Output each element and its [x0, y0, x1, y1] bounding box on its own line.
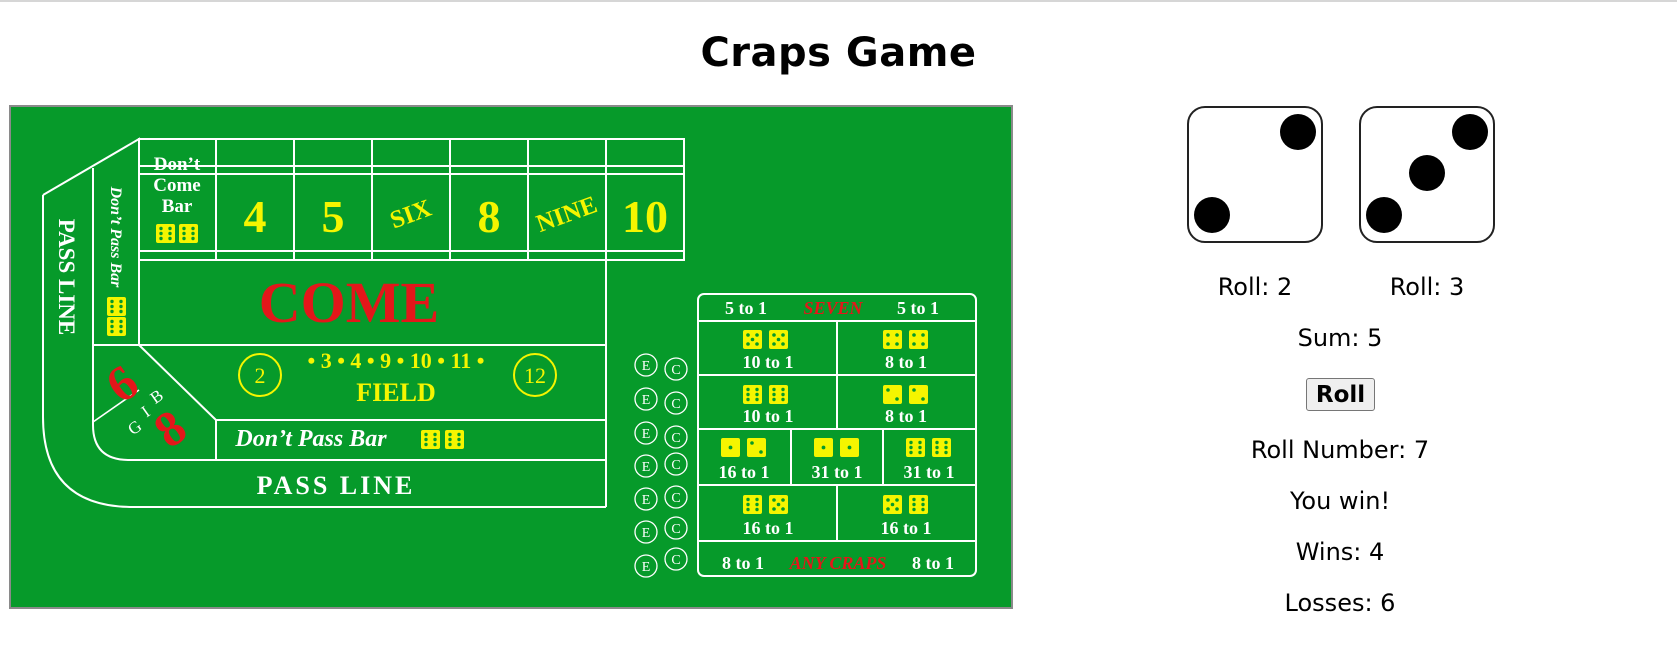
field-numbers: • 3 • 4 • 9 • 10 • 11 • — [308, 348, 485, 373]
prop-dice-icon — [906, 438, 925, 457]
any-craps[interactable]: ANY CRAPS — [789, 553, 887, 573]
c-bet: C — [671, 397, 680, 412]
die-pip-icon — [1452, 114, 1488, 150]
table-lines — [42, 137, 977, 577]
top-divider — [0, 0, 1677, 2]
page-title: Craps Game — [700, 30, 977, 76]
die-left — [1187, 106, 1323, 243]
craps-odds-right: 8 to 1 — [912, 553, 954, 573]
craps-layout: PASS LINE Don’t Pass Bar Don’t Come Bar … — [11, 107, 1011, 607]
hard-dice-icon — [909, 330, 928, 349]
die-right-roll: Roll: 3 — [1389, 273, 1465, 301]
e-bet: E — [642, 560, 651, 575]
field-12[interactable]: 12 — [524, 363, 546, 388]
prop-dice-icon — [769, 495, 788, 514]
field-circle-12 — [513, 353, 557, 397]
e-bet: E — [642, 359, 651, 374]
pass-line[interactable]: PASS LINE — [257, 471, 416, 500]
eleven-odds-right: 16 to 1 — [881, 518, 932, 538]
die-pip-icon — [1409, 155, 1445, 191]
sum-label: Sum: 5 — [1297, 324, 1383, 352]
result-message: You win! — [1289, 487, 1391, 515]
wins-count: Wins: 4 — [1295, 538, 1385, 566]
place-8[interactable]: 8 — [478, 191, 501, 242]
prop-dice-icon — [721, 438, 740, 457]
field-label[interactable]: FIELD — [356, 378, 435, 407]
craps-odds-left: 8 to 1 — [722, 553, 764, 573]
prop-dice-icon — [840, 438, 859, 457]
hard-dice-icon — [743, 385, 762, 404]
c-bet: C — [671, 363, 680, 378]
field-2[interactable]: 2 — [255, 363, 266, 388]
roll-number: Roll Number: 7 — [1250, 436, 1430, 464]
prop-dice-icon — [743, 495, 762, 514]
e-bet: E — [642, 393, 651, 408]
die-pip-icon — [1280, 114, 1316, 150]
field-circle-2 — [238, 353, 282, 397]
seven-odds-left: 5 to 1 — [725, 298, 767, 318]
eleven-odds-left: 16 to 1 — [743, 518, 794, 538]
die-pip-icon — [1194, 197, 1230, 233]
e-bet: E — [642, 460, 651, 475]
c-bet: C — [671, 491, 680, 506]
die-pip-icon — [1366, 197, 1402, 233]
roll-button[interactable]: Roll — [1306, 378, 1375, 411]
side-pass-line: PASS LINE — [54, 219, 79, 336]
side-dont-pass-bar: Don’t Pass Bar — [107, 186, 124, 289]
losses-count: Losses: 6 — [1284, 589, 1396, 617]
ce-letters[interactable]: E C E C E C E C E C E C E C — [642, 359, 681, 575]
hard-dice-icon — [769, 385, 788, 404]
any-seven[interactable]: SEVEN — [803, 298, 863, 318]
place-10[interactable]: 10 — [622, 191, 668, 242]
dont-come-line-1: Don’t — [154, 154, 201, 175]
c-bet: C — [671, 522, 680, 537]
place-4[interactable]: 4 — [244, 191, 267, 242]
dont-come-line-2: Come — [153, 175, 200, 196]
e-bet: E — [642, 427, 651, 442]
dont-come-line-3: Bar — [162, 196, 193, 217]
hard-dice-icon — [883, 385, 902, 404]
e-bet: E — [642, 493, 651, 508]
prop-dice-icon — [909, 495, 928, 514]
hard-dice-icon — [769, 330, 788, 349]
seven-odds-right: 5 to 1 — [897, 298, 939, 318]
prop-dice-icon — [932, 438, 951, 457]
prop-dice-icon — [747, 438, 766, 457]
c-bet: C — [671, 431, 680, 446]
hard-dice-icon — [743, 330, 762, 349]
die-right — [1359, 106, 1495, 243]
hard-8-odds: 10 to 1 — [743, 406, 794, 426]
side-die-top-icon — [107, 297, 126, 316]
craps-table[interactable]: PASS LINE Don’t Pass Bar Don’t Come Bar … — [9, 105, 1013, 609]
side-die-bottom-icon — [107, 317, 126, 336]
twelve-odds: 31 to 1 — [904, 462, 955, 482]
dont-come-die-right-icon — [179, 224, 198, 243]
come-area[interactable]: COME — [259, 270, 439, 335]
three-odds: 16 to 1 — [719, 462, 770, 482]
e-bet: E — [642, 526, 651, 541]
dont-pass-die-right-icon — [445, 430, 464, 449]
dont-pass-die-left-icon — [421, 430, 440, 449]
die-left-roll: Roll: 2 — [1217, 273, 1293, 301]
c-bet: C — [671, 553, 680, 568]
place-5[interactable]: 5 — [322, 191, 345, 242]
hard-dice-icon — [909, 385, 928, 404]
prop-dice-icon — [814, 438, 833, 457]
hard-4-odds: 8 to 1 — [885, 406, 927, 426]
hard-10-odds: 8 to 1 — [885, 352, 927, 372]
hard-dice-icon — [883, 330, 902, 349]
felt — [11, 107, 1011, 607]
dont-come-die-left-icon — [156, 224, 175, 243]
dont-pass-bar[interactable]: Don’t Pass Bar — [234, 426, 387, 452]
two-odds: 31 to 1 — [812, 462, 863, 482]
ce-circles — [634, 353, 688, 578]
prop-dice-icon — [883, 495, 902, 514]
hard-6-odds: 10 to 1 — [743, 352, 794, 372]
c-bet: C — [671, 458, 680, 473]
